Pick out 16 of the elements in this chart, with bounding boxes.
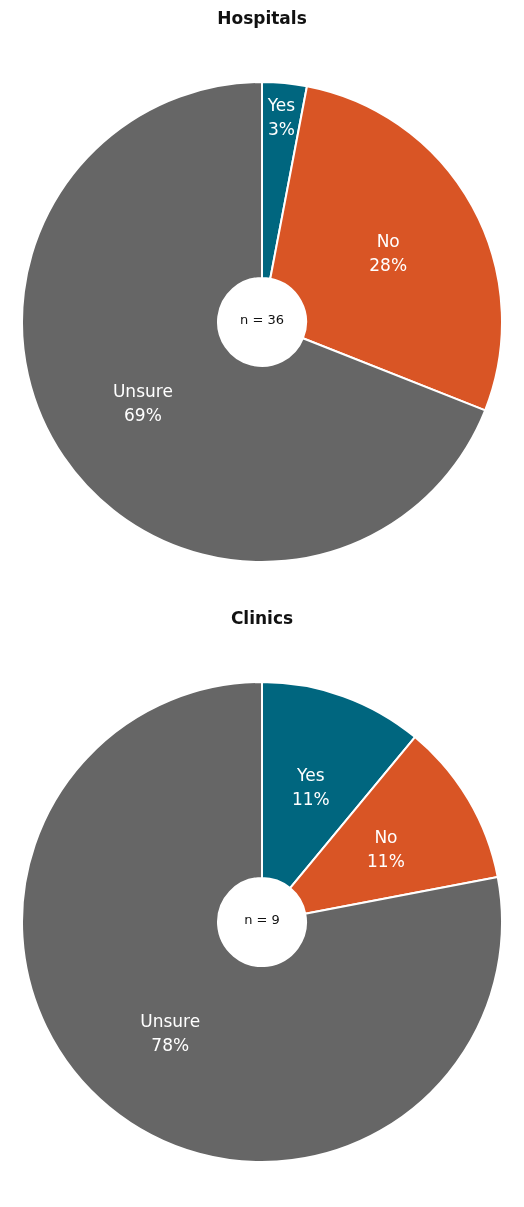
data-label: 78% [151, 1034, 190, 1055]
data-label: 69% [124, 404, 162, 425]
data-label: 11% [367, 850, 405, 871]
slice-label: Unsure [140, 1010, 201, 1031]
slice-label: Yes [266, 94, 296, 115]
slice-label: Unsure [112, 380, 173, 401]
slice-label: No [376, 230, 400, 251]
data-label: 3% [267, 118, 295, 139]
text: n = 36 [240, 312, 284, 327]
text: n = 9 [244, 912, 280, 927]
data-label: 11% [291, 788, 330, 809]
slice-label: No [374, 826, 398, 847]
slice-label: Yes [296, 764, 325, 785]
chart-title: Clinics [230, 607, 294, 628]
data-label: 28% [369, 254, 408, 275]
chart-title: Hospitals [217, 7, 307, 28]
